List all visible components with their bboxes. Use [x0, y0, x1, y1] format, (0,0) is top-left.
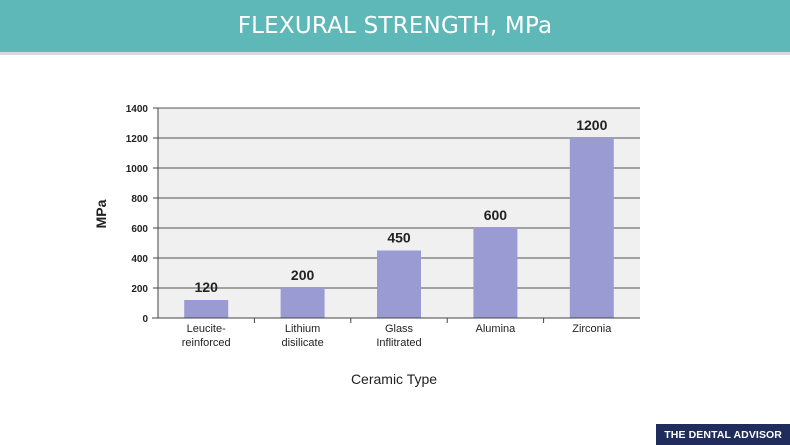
y-tick-label: 400	[131, 254, 148, 265]
bar	[184, 300, 229, 318]
x-axis-label: Ceramic Type	[351, 371, 437, 387]
x-tick-label: Leucite-reinforced	[182, 323, 231, 349]
y-axis-ticks: 0 200 400 600 800 1000 1200 1400	[126, 104, 158, 325]
data-labels: 120 200 450 600 1200	[195, 117, 608, 295]
x-tick-label-line: disilicate	[282, 337, 324, 349]
bar	[569, 138, 614, 318]
page-title: FLEXURAL STRENGTH, MPa	[237, 13, 553, 39]
data-label: 200	[291, 267, 315, 283]
header-divider	[0, 52, 790, 55]
bars	[184, 138, 614, 318]
bar	[377, 250, 421, 318]
y-tick-label: 1400	[126, 104, 149, 115]
y-tick-label: 0	[142, 314, 148, 325]
x-tick-label-line: Inflitrated	[376, 337, 421, 349]
x-tick-label-line: reinforced	[182, 337, 231, 349]
x-tick-label-line: Lithium	[285, 323, 320, 335]
bar	[473, 228, 518, 318]
data-label: 600	[484, 207, 508, 223]
data-label: 120	[195, 279, 219, 295]
x-tick-label: Glass Inflitrated	[376, 323, 421, 349]
x-tick-label-line: Alumina	[476, 323, 517, 335]
y-tick-label: 1000	[126, 164, 149, 175]
data-label: 1200	[576, 117, 607, 133]
x-tick-label-line: Glass	[385, 323, 414, 335]
y-tick-label: 800	[131, 194, 148, 205]
y-tick-label: 600	[131, 224, 148, 235]
x-tick-label: Lithium disilicate	[282, 323, 324, 349]
y-tick-label: 200	[131, 284, 148, 295]
x-tick-label: Zirconia	[572, 323, 612, 335]
y-axis-label: MPa	[93, 199, 109, 228]
x-tick-label-line: Zirconia	[572, 323, 612, 335]
dental-advisor-logo: THE DENTAL ADVISOR	[656, 424, 790, 445]
y-tick-label: 1200	[126, 134, 149, 145]
x-tick-label-line: Leucite-	[187, 323, 226, 335]
x-tick-label: Alumina	[476, 323, 517, 335]
bar	[280, 288, 325, 318]
data-label: 450	[387, 230, 411, 246]
x-axis-ticks: Leucite-reinforced Lithium disilicate Glass…	[182, 318, 612, 349]
header-bar: FLEXURAL STRENGTH, MPa	[0, 0, 790, 52]
